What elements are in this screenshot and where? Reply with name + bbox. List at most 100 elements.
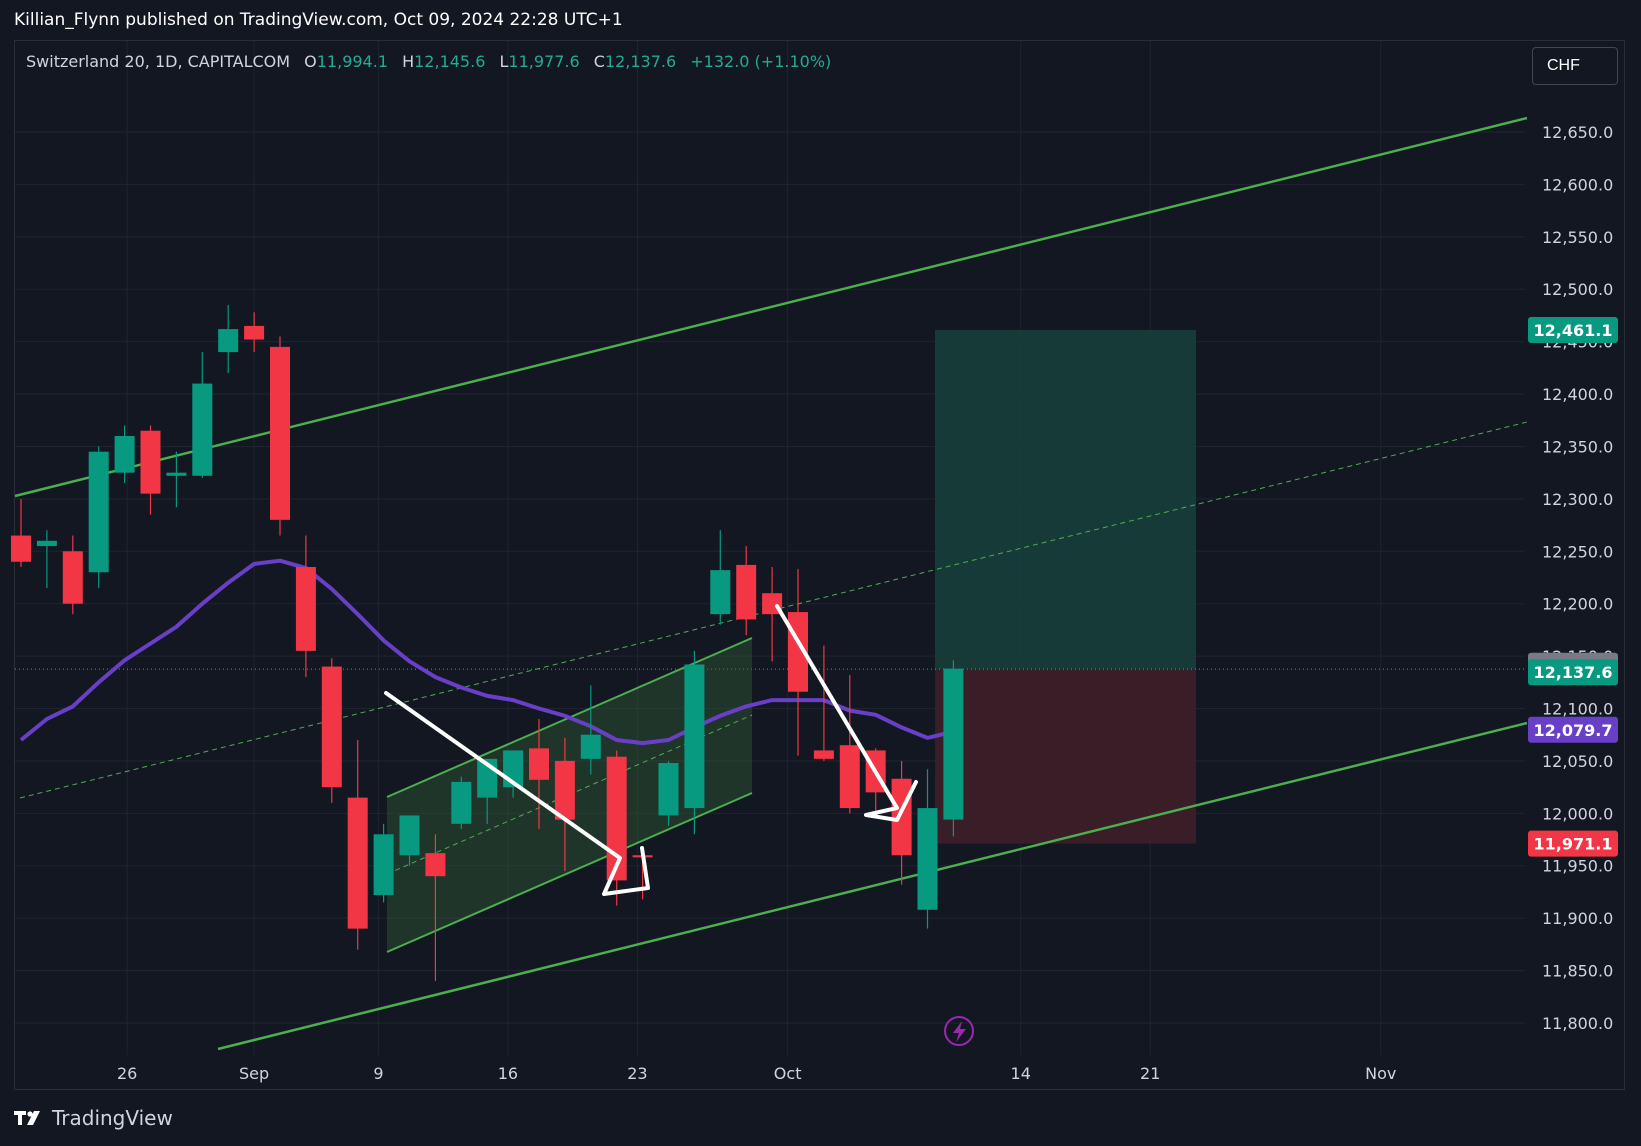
candle-body bbox=[839, 745, 860, 809]
candle bbox=[295, 535, 316, 678]
candle bbox=[36, 530, 57, 588]
candle-body bbox=[321, 666, 342, 788]
candle bbox=[917, 769, 938, 929]
candle bbox=[943, 660, 964, 837]
time-tick-label: Oct bbox=[774, 1064, 802, 1083]
channel-upper-line bbox=[14, 116, 1528, 498]
trend-channels bbox=[14, 116, 1528, 1051]
price-tick-label: 12,200.0 bbox=[1542, 595, 1613, 614]
arrow-annotations bbox=[384, 604, 918, 896]
candle bbox=[88, 446, 109, 588]
price-tag-bg-close bbox=[1528, 659, 1618, 686]
high-label: H bbox=[402, 52, 415, 71]
candle-body bbox=[140, 430, 161, 494]
candle-body bbox=[891, 778, 912, 856]
time-tick-label: 14 bbox=[1011, 1064, 1031, 1083]
price-tick-label: 12,300.0 bbox=[1542, 490, 1613, 509]
candle-body bbox=[813, 750, 834, 759]
candle bbox=[218, 304, 239, 374]
price-tick-label: 12,550.0 bbox=[1542, 228, 1613, 247]
candle-body bbox=[580, 734, 601, 759]
candle bbox=[166, 451, 187, 508]
price-tick-label: 12,000.0 bbox=[1542, 804, 1613, 823]
candle bbox=[788, 569, 808, 756]
low-label: L bbox=[499, 52, 509, 71]
candle bbox=[192, 352, 213, 478]
candle-body bbox=[529, 748, 549, 780]
time-tick-label: 21 bbox=[1140, 1064, 1160, 1083]
time-axis: 26 Sep 9 16 23 Oct 14 21 Nov bbox=[117, 1064, 1396, 1083]
price-tick-label: 12,500.0 bbox=[1542, 280, 1613, 299]
candle-body bbox=[606, 756, 627, 881]
candle bbox=[140, 425, 161, 515]
open-label: O bbox=[304, 52, 317, 71]
candle bbox=[736, 546, 757, 636]
candle-body bbox=[736, 564, 757, 620]
currency-label: CHF bbox=[1547, 57, 1580, 74]
candle-body bbox=[684, 664, 705, 809]
price-tag-bg-ma bbox=[1528, 716, 1618, 743]
price-tag-bg-target bbox=[1528, 317, 1618, 344]
close-label: C bbox=[593, 52, 605, 71]
down-arrow-drawing bbox=[775, 604, 918, 822]
price-tag-stop: 11,971.1 bbox=[1534, 835, 1613, 854]
flag-lower-line bbox=[386, 792, 753, 953]
candle bbox=[373, 823, 394, 903]
candle-body bbox=[295, 567, 316, 651]
chart-frame bbox=[14, 40, 1625, 1090]
candle-body bbox=[88, 451, 109, 573]
price-tick-label: 12,600.0 bbox=[1542, 175, 1613, 194]
candle bbox=[425, 834, 446, 982]
candle-body bbox=[192, 383, 213, 476]
price-tick-label: 11,950.0 bbox=[1542, 857, 1613, 876]
candle-body bbox=[270, 346, 290, 520]
candle bbox=[114, 425, 135, 484]
price-tick-label: 12,050.0 bbox=[1542, 752, 1613, 771]
high-value: 12,145.6 bbox=[414, 52, 486, 71]
candle bbox=[347, 739, 368, 950]
candle-body bbox=[917, 808, 938, 910]
ma-line bbox=[19, 558, 954, 746]
down-arrow-drawing bbox=[384, 691, 650, 896]
change-value: +132.0 (+1.10%) bbox=[690, 52, 832, 71]
footer-brand[interactable]: TradingView bbox=[14, 1106, 173, 1130]
price-tag-bg-stop bbox=[1528, 830, 1618, 857]
candle-body bbox=[218, 329, 239, 353]
time-tick-label: Nov bbox=[1365, 1064, 1396, 1083]
candle-body bbox=[166, 472, 187, 476]
candle bbox=[451, 776, 472, 830]
open-value: 11,994.1 bbox=[316, 52, 388, 71]
time-tick-label: Sep bbox=[239, 1064, 269, 1083]
price-tick-label: 11,900.0 bbox=[1542, 909, 1613, 928]
candle bbox=[658, 760, 679, 826]
time-tick-label: 26 bbox=[117, 1064, 137, 1083]
candle bbox=[580, 685, 601, 775]
candle-body bbox=[244, 325, 265, 340]
grid-lines bbox=[15, 41, 1525, 1055]
candle bbox=[399, 815, 420, 866]
candle-body bbox=[114, 435, 135, 473]
candle-body bbox=[943, 668, 964, 820]
position-zones bbox=[15, 330, 1525, 844]
candle-body bbox=[36, 540, 57, 547]
price-tick-label: 12,400.0 bbox=[1542, 385, 1613, 404]
candle bbox=[244, 312, 265, 353]
price-tags: 12,461.112,137.812,137.612,079.711,971.1 bbox=[1528, 317, 1618, 857]
symbol-title[interactable]: Switzerland 20, 1D, CAPITALCOM bbox=[26, 52, 291, 71]
candle bbox=[710, 530, 731, 625]
channel-lower-line bbox=[217, 721, 1528, 1051]
candle bbox=[529, 718, 549, 830]
price-tag-close: 12,137.6 bbox=[1534, 663, 1613, 682]
currency-button[interactable]: CHF bbox=[1532, 47, 1618, 85]
candle bbox=[270, 336, 290, 536]
price-tick-label: 12,650.0 bbox=[1542, 123, 1613, 142]
candle-body bbox=[11, 535, 31, 562]
candle-body bbox=[554, 760, 575, 820]
candle-body bbox=[62, 551, 83, 604]
time-tick-label: 16 bbox=[498, 1064, 518, 1083]
price-tick-label: 12,100.0 bbox=[1542, 700, 1613, 719]
lightning-icon[interactable] bbox=[944, 1016, 974, 1046]
time-tick-label: 9 bbox=[373, 1064, 383, 1083]
candle bbox=[62, 535, 83, 615]
